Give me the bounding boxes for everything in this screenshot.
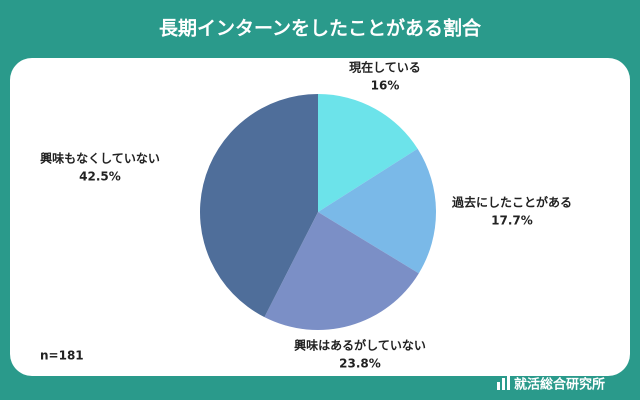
source: 就活総合研究所 <box>514 377 605 393</box>
value-label: 17.7% <box>491 214 533 228</box>
value-label: 16% <box>371 79 400 93</box>
slice-label: 興味もなくしていない <box>40 151 160 166</box>
value-label: 23.8% <box>339 357 381 371</box>
pie-slice <box>318 94 418 212</box>
pie-slice <box>264 212 419 331</box>
chart-title: 長期インターンをしたことがある割合 <box>159 17 482 40</box>
value-label: 42.5% <box>79 170 121 184</box>
slice-label: 興味はあるがしていない <box>294 338 426 353</box>
slice-label: 現在している <box>349 60 421 75</box>
pie-slice <box>318 148 436 274</box>
source-logo <box>497 375 510 390</box>
slice-label: 過去にしたことがある <box>451 195 572 210</box>
sample-size: n=181 <box>40 349 84 363</box>
pie-slice <box>199 94 318 318</box>
